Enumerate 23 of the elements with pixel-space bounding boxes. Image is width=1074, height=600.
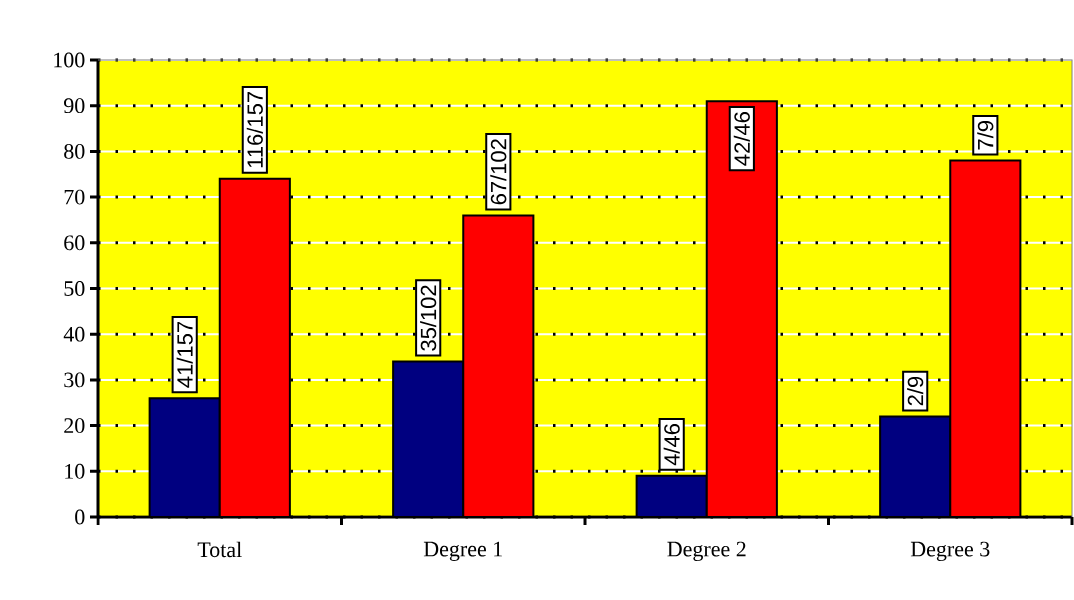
y-tick-label: 100 xyxy=(54,52,85,68)
x-tick-label: Degree 2 xyxy=(667,541,746,562)
y-tick-label: 60 xyxy=(64,235,85,251)
y-tick-label: 40 xyxy=(63,326,85,342)
y-tick-label: 30 xyxy=(64,372,85,388)
x-tick-label: Degree 1 xyxy=(423,541,502,561)
data-label: 116/157 xyxy=(246,92,263,168)
data-label: 2/9 xyxy=(907,376,924,406)
y-tick-label: 20 xyxy=(64,418,85,434)
data-label: 4/46 xyxy=(663,424,680,466)
y-tick-label: 50 xyxy=(64,281,85,296)
y-tick-label: 10 xyxy=(65,463,85,479)
data-label: 42/46 xyxy=(733,112,750,166)
y-tick-label: 70 xyxy=(64,189,85,205)
x-tick-label: Total xyxy=(197,541,242,558)
data-label: 35/102 xyxy=(420,285,437,351)
data-label: 7/9 xyxy=(977,121,994,150)
y-tick-label: 80 xyxy=(64,143,85,159)
data-label: 41/157 xyxy=(176,322,193,388)
x-tick-label: Degree 3 xyxy=(910,541,990,562)
y-tick-label: 90 xyxy=(64,98,85,114)
data-label: 67/102 xyxy=(490,139,507,205)
y-tick-label: 0 xyxy=(75,509,85,525)
